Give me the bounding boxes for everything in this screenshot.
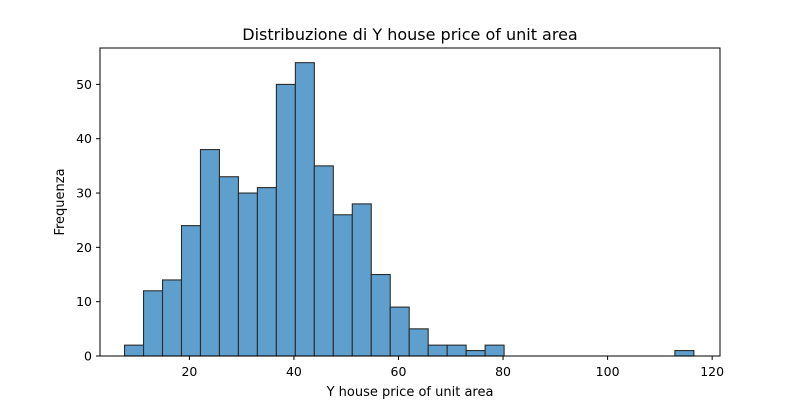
histogram-bar [446,344,467,357]
histogram-bar [256,187,277,357]
histogram-bar [674,350,695,357]
histogram-bar [237,192,258,357]
histogram-bar [313,165,334,357]
histogram-bar [408,328,429,357]
histogram-bar [143,290,164,357]
histogram-bar [180,225,202,357]
y-tick-label: 20 [76,240,92,255]
histogram-bar [389,306,410,357]
y-tick-label: 50 [76,77,92,92]
x-tick-label: 20 [181,364,197,379]
x-tick-label: 120 [700,364,724,379]
x-tick-label: 80 [495,364,511,379]
y-axis-label: Frequenza [53,168,68,235]
x-tick-label: 100 [596,364,620,379]
histogram-bar [124,344,145,357]
plot-frame [99,47,721,357]
histogram-bar [465,350,486,357]
histogram-bar [484,344,505,357]
x-tick-label: 40 [286,364,302,379]
chart-title: Distribuzione di Y house price of unit a… [242,25,577,44]
bars-group [124,62,695,357]
y-tick-label: 0 [84,349,92,364]
histogram-bar [275,83,296,357]
histogram-bar [161,279,183,357]
histogram-bar [351,203,372,357]
y-tick-label: 40 [76,131,92,146]
histogram-bar [332,214,353,357]
x-axis-ticks: 20 40 60 80 100 120 [181,356,724,379]
y-tick-label: 10 [76,294,92,309]
y-tick-label: 30 [76,186,92,201]
histogram-bar [370,273,391,357]
histogram-bar [199,149,221,357]
y-axis-ticks: 0 10 20 30 40 50 [76,77,100,364]
histogram-bar [218,176,239,357]
histogram-bar [294,62,315,357]
x-axis-label: Y house price of unit area [326,385,494,400]
histogram-bar [427,344,448,357]
x-tick-label: 60 [391,364,407,379]
